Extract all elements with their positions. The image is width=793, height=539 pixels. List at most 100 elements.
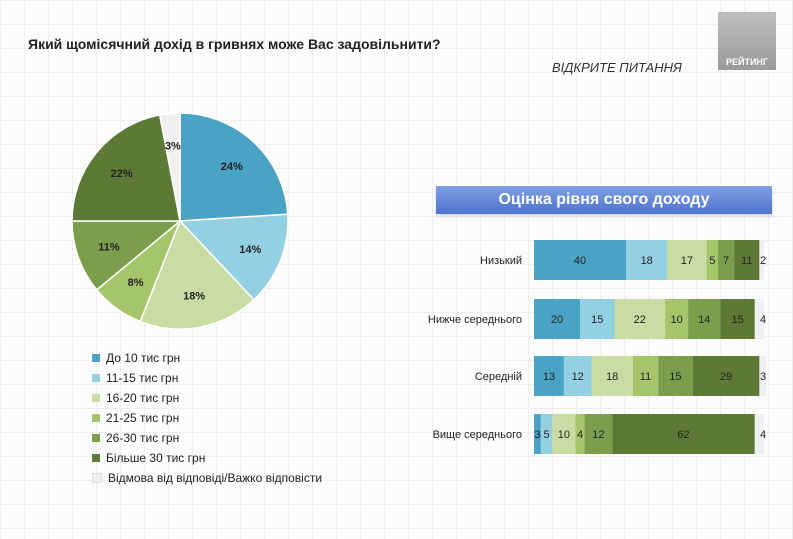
- legend-item: 21-25 тис грн: [92, 408, 322, 428]
- bar-value-label: 7: [723, 255, 729, 267]
- legend-swatch: [92, 414, 100, 422]
- bar-segment: [754, 414, 764, 454]
- pie-legend: До 10 тис грн 11-15 тис грн 16-20 тис грн 2…: [92, 348, 322, 488]
- bar-segment: [688, 299, 721, 339]
- pie-slice-label: 24%: [221, 161, 243, 173]
- bar-value-label: 22: [634, 314, 646, 326]
- bar-value-label: 14: [698, 314, 710, 326]
- bar-segment: [575, 414, 585, 454]
- bar-segment: [552, 414, 576, 454]
- bar-value-label: 10: [670, 314, 682, 326]
- bar-value-label: 12: [572, 371, 584, 383]
- legend-label: 11-15 тис грн: [106, 371, 179, 385]
- legend-item: Відмова від відповіді/Важко відповісти: [92, 468, 322, 488]
- bar-segment: [534, 414, 541, 454]
- bar-segment: [754, 299, 764, 339]
- legend-label: 21-25 тис грн: [106, 411, 180, 425]
- legend-swatch: [92, 394, 100, 402]
- legend-item: До 10 тис грн: [92, 348, 322, 368]
- pie-slice-label: 3%: [165, 141, 181, 153]
- bar-value-label: 4: [577, 429, 583, 441]
- page-subtitle: ВІДКРИТЕ ПИТАННЯ: [552, 60, 682, 75]
- bar-segment: [718, 240, 735, 280]
- bar-segment: [759, 240, 764, 280]
- bar-category-label: Нижче середнього: [428, 314, 522, 326]
- bar-value-label: 62: [677, 429, 689, 441]
- legend-swatch: [92, 354, 100, 362]
- bar-value-label: 4: [760, 314, 766, 326]
- bar-value-label: 18: [641, 255, 653, 267]
- legend-item: 11-15 тис грн: [92, 368, 322, 388]
- legend-label: Більше 30 тис грн: [106, 451, 206, 465]
- bar-value-label: 11: [640, 371, 651, 383]
- pie-slice-label: 22%: [111, 168, 133, 180]
- bar-value-label: 12: [592, 429, 604, 441]
- bar-segment: [665, 299, 689, 339]
- bar-segment: [734, 240, 760, 280]
- pie-slice: [178, 213, 289, 301]
- bar-segment: [706, 240, 718, 280]
- bar-segment: [580, 299, 615, 339]
- bar-segment: [632, 356, 659, 396]
- pie-slice: [71, 114, 181, 222]
- bar-segment: [692, 356, 760, 396]
- bar-value-label: 29: [720, 371, 732, 383]
- bar-category-label: Середній: [475, 371, 522, 383]
- legend-label: Відмова від відповіді/Важко відповісти: [108, 471, 323, 485]
- bar-value-label: 18: [606, 371, 618, 383]
- bar-value-label: 15: [591, 314, 603, 326]
- bar-segment: [534, 240, 626, 280]
- pie-slice: [158, 112, 181, 222]
- legend-label: До 10 тис грн: [106, 351, 181, 365]
- bar-segment: [540, 414, 553, 454]
- bar-segment: [667, 240, 707, 280]
- bar-segment: [612, 414, 755, 454]
- bar-segment: [534, 299, 580, 339]
- bar-value-label: 20: [551, 314, 563, 326]
- legend-item: Більше 30 тис грн: [92, 448, 322, 468]
- legend-swatch: [92, 374, 100, 382]
- page-title: Який щомісячний дохід в гривнях може Вас…: [28, 36, 441, 52]
- bar-segment: [584, 414, 613, 454]
- logo-text: РЕЙТИНГ: [725, 57, 769, 67]
- bar-value-label: 11: [741, 255, 752, 267]
- legend-swatch: [92, 454, 100, 462]
- pie-slice-label: 14%: [239, 244, 261, 256]
- legend-item: 26-30 тис грн: [92, 428, 322, 448]
- bar-segment: [534, 356, 564, 396]
- bar-segment: [626, 240, 668, 280]
- pie-slice: [179, 112, 289, 222]
- bar-value-label: 13: [543, 371, 555, 383]
- bar-value-label: 40: [574, 255, 586, 267]
- bar-value-label: 4: [760, 429, 766, 441]
- bar-category-label: Вище середнього: [433, 429, 522, 441]
- bar-value-label: 10: [558, 429, 570, 441]
- income-chart-title: Оцінка рівня свого доходу: [436, 186, 772, 214]
- bar-value-label: 2: [760, 255, 766, 267]
- rating-logo: РЕЙТИНГ: [718, 12, 776, 70]
- pie-slice-label: 18%: [183, 290, 205, 302]
- bar-segment: [563, 356, 592, 396]
- legend-swatch: [92, 434, 100, 442]
- bar-value-label: 3: [534, 429, 540, 441]
- bar-value-label: 3: [760, 371, 766, 383]
- legend-swatch: [92, 473, 102, 483]
- legend-label: 16-20 тис грн: [106, 391, 180, 405]
- bar-value-label: 5: [709, 255, 715, 267]
- bar-value-label: 15: [669, 371, 681, 383]
- legend-item: 16-20 тис грн: [92, 388, 322, 408]
- bar-category-label: Низький: [480, 255, 522, 267]
- bar-value-label: 17: [681, 255, 693, 267]
- bar-segment: [614, 299, 666, 339]
- pie-slice-label: 11%: [98, 242, 120, 254]
- legend-label: 26-30 тис грн: [106, 431, 180, 445]
- bar-segment: [658, 356, 693, 396]
- bar-value-label: 5: [544, 429, 550, 441]
- bar-value-label: 15: [731, 314, 743, 326]
- bar-segment: [591, 356, 633, 396]
- pie-slice: [139, 219, 255, 330]
- bar-segment: [759, 356, 767, 396]
- pie-slice-label: 8%: [128, 277, 144, 289]
- bar-segment: [720, 299, 755, 339]
